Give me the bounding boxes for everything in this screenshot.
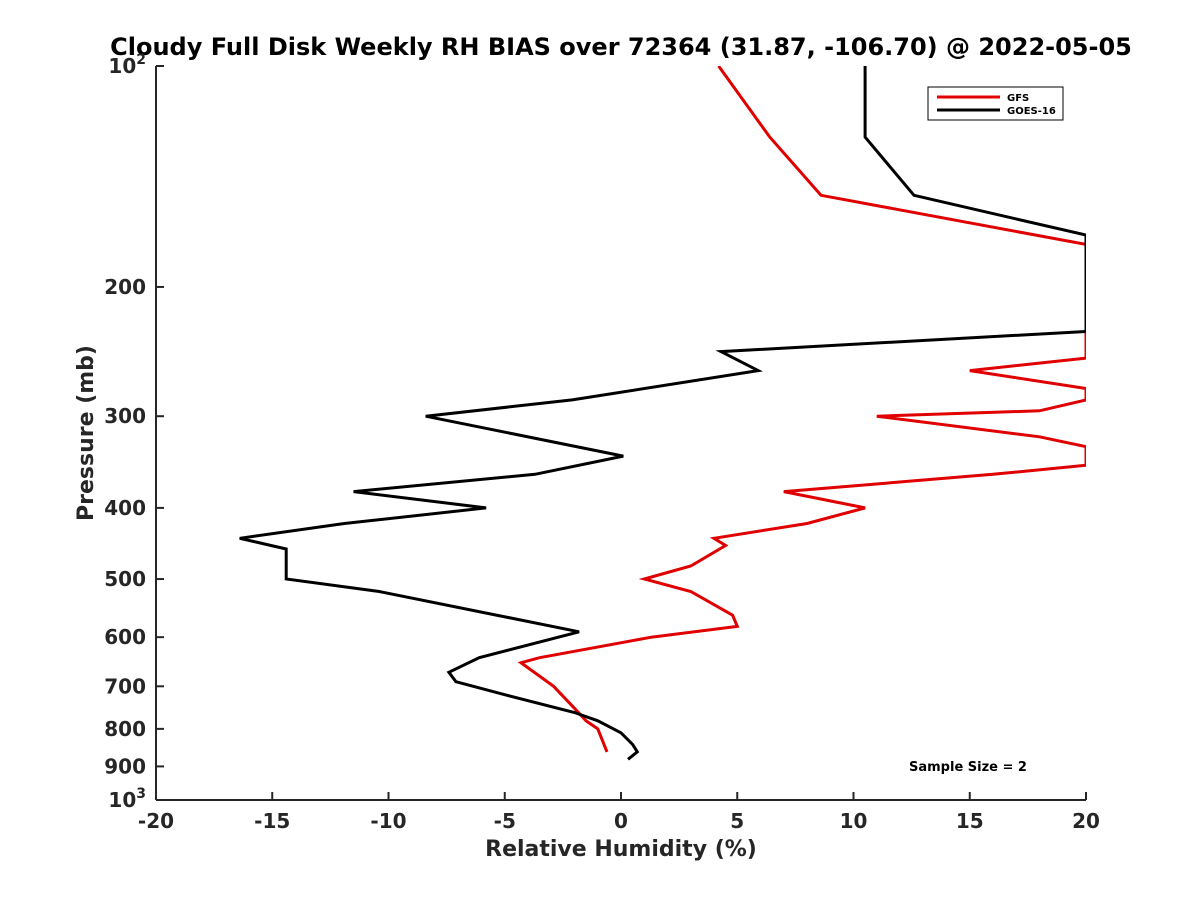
y-tick-label: 500 bbox=[104, 567, 146, 591]
y-tick-label: 700 bbox=[104, 674, 146, 698]
x-tick-label: -15 bbox=[254, 809, 290, 833]
legend-box bbox=[927, 86, 1064, 121]
y-tick-label: 300 bbox=[104, 404, 146, 428]
x-tick-label: 0 bbox=[614, 809, 628, 833]
series-line-goes-16 bbox=[239, 66, 1086, 761]
y-tick-label: 600 bbox=[104, 625, 146, 649]
y-tick-label: 800 bbox=[104, 717, 146, 741]
x-tick-label: 5 bbox=[730, 809, 744, 833]
sample-size-annotation: Sample Size = 2 bbox=[909, 760, 1027, 775]
x-tick-label: -5 bbox=[494, 809, 516, 833]
x-tick-label: -10 bbox=[370, 809, 406, 833]
x-tick-label: -20 bbox=[138, 809, 174, 833]
legend-label-gfs: GFS bbox=[1007, 93, 1029, 104]
ticks-layer: -20 -15 -10 -5 0 5 10 15 20 102 200 300 400 500 600 700… bbox=[104, 52, 1100, 833]
y-tick-label: 400 bbox=[104, 496, 146, 520]
chart-title: Cloudy Full Disk Weekly RH BIAS over 723… bbox=[110, 33, 1132, 61]
y-tick-label: 102 bbox=[108, 52, 146, 78]
y-tick-label: 103 bbox=[108, 786, 146, 812]
legend-label-goes-16: GOES-16 bbox=[1007, 106, 1056, 117]
legend: GFS GOES-16 bbox=[927, 86, 1064, 121]
x-axis-label: Relative Humidity (%) bbox=[485, 837, 757, 862]
x-tick-label: 15 bbox=[956, 809, 984, 833]
series-line-gfs bbox=[517, 66, 1086, 753]
y-tick-label: 200 bbox=[104, 275, 146, 299]
y-tick-label: 900 bbox=[104, 754, 146, 778]
y-axis-label: Pressure (mb) bbox=[74, 345, 99, 521]
axes-layer bbox=[155, 66, 1086, 801]
x-tick-label: 20 bbox=[1072, 809, 1100, 833]
series-layer bbox=[239, 66, 1086, 761]
x-tick-label: 10 bbox=[840, 809, 868, 833]
